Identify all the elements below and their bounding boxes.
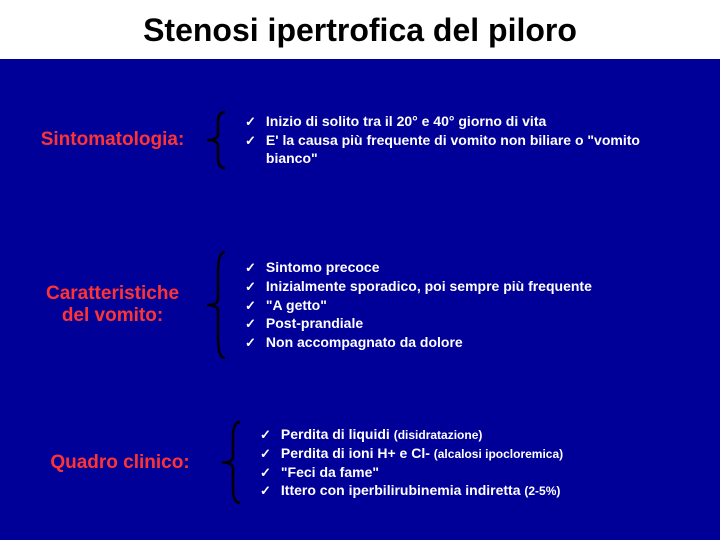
list-item: ✓ Sintomo precoce (245, 258, 690, 277)
section-row: Sintomatologia: ✓ Inizio di solito tra il … (20, 110, 690, 170)
section-label: Caratteristichedel vomito: (20, 283, 205, 327)
bullet-text: "A getto" (266, 296, 690, 315)
check-icon: ✓ (260, 426, 271, 444)
bullet-text: Post-prandiale (266, 314, 690, 333)
bullet-text: Inizio di solito tra il 20° e 40° giorno… (266, 112, 690, 131)
list-item: ✓ Perdita di ioni H+ e Cl- (alcalosi ipoc… (260, 444, 690, 463)
check-icon: ✓ (245, 259, 256, 277)
bullet-text: Sintomo precoce (266, 258, 690, 277)
list-item: ✓ "A getto" (245, 296, 690, 315)
list-item: ✓ E' la causa più frequente di vomito non… (245, 131, 690, 169)
bullet-text: Perdita di liquidi (disidratazione) (281, 425, 690, 444)
check-icon: ✓ (245, 315, 256, 333)
list-item: ✓ Ittero con iperbilirubinemia indiretta … (260, 481, 690, 500)
check-icon: ✓ (260, 482, 271, 500)
bullet-text: Non accompagnato da dolore (266, 333, 690, 352)
check-icon: ✓ (245, 113, 256, 131)
section-row: Quadro clinico: ✓ Perdita di liquidi (disi… (20, 420, 690, 505)
section-row: Caratteristichedel vomito: ✓ Sintomo preco… (20, 250, 690, 360)
list-item: ✓ Perdita di liquidi (disidratazione) (260, 425, 690, 444)
bullet-text: Perdita di ioni H+ e Cl- (alcalosi ipocl… (281, 444, 690, 463)
list-item: ✓ Inizialmente sporadico, poi sempre più … (245, 277, 690, 296)
check-icon: ✓ (245, 334, 256, 352)
section-label: Quadro clinico: (20, 452, 220, 474)
curly-brace-icon (220, 420, 242, 505)
list-item: ✓ Non accompagnato da dolore (245, 333, 690, 352)
check-icon: ✓ (245, 132, 256, 150)
slide-title: Stenosi ipertrofica del piloro (0, 0, 720, 59)
curly-brace-icon (205, 250, 227, 360)
list-item: ✓ "Feci da fame" (260, 463, 690, 482)
check-icon: ✓ (260, 445, 271, 463)
check-icon: ✓ (260, 464, 271, 482)
check-icon: ✓ (245, 297, 256, 315)
check-icon: ✓ (245, 278, 256, 296)
list-item: ✓ Post-prandiale (245, 314, 690, 333)
section-label: Sintomatologia: (20, 129, 205, 151)
curly-brace-icon (205, 110, 227, 170)
bullet-list: ✓ Sintomo precoce ✓ Inizialmente sporadico,… (245, 258, 690, 352)
bullet-text: Ittero con iperbilirubinemia indiretta (… (281, 481, 690, 500)
bullet-text: E' la causa più frequente di vomito non … (266, 131, 690, 169)
list-item: ✓ Inizio di solito tra il 20° e 40° giorn… (245, 112, 690, 131)
bullet-list: ✓ Perdita di liquidi (disidratazione) ✓ Per… (260, 425, 690, 501)
bullet-text: "Feci da fame" (281, 463, 690, 482)
bullet-text: Inizialmente sporadico, poi sempre più f… (266, 277, 690, 296)
bullet-list: ✓ Inizio di solito tra il 20° e 40° giorn… (245, 112, 690, 169)
